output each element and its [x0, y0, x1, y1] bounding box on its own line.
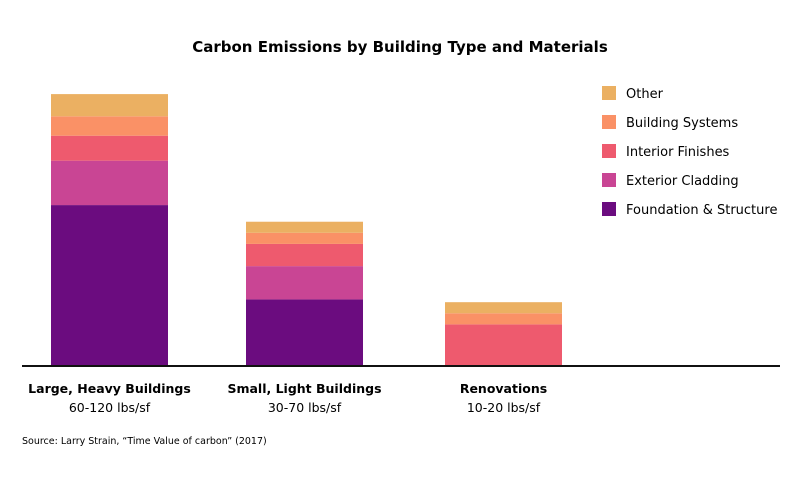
category-sublabel: 60-120 lbs/sf	[69, 400, 151, 415]
category-label: Renovations	[460, 381, 547, 396]
legend-label: Interior Finishes	[626, 145, 730, 160]
chart-title: Carbon Emissions by Building Type and Ma…	[192, 38, 608, 56]
bar-segment-1-4	[246, 221, 363, 233]
category-label: Small, Light Buildings	[227, 381, 381, 396]
bar-segment-0-1	[51, 160, 168, 206]
legend-label: Foundation & Structure	[626, 203, 777, 218]
bar-segment-0-0	[51, 205, 168, 366]
bar-segment-1-3	[246, 232, 363, 244]
legend-swatch	[602, 173, 616, 187]
source-note: Source: Larry Strain, “Time Value of car…	[22, 436, 267, 447]
bar-segment-1-2	[246, 243, 363, 267]
legend: Other Building Systems Interior Finishes Ex…	[602, 86, 777, 218]
bar-segment-2-4	[445, 302, 562, 314]
legend-label: Exterior Cladding	[626, 174, 739, 189]
legend-swatch	[602, 86, 616, 100]
legend-swatch	[602, 202, 616, 216]
bar-segment-2-3	[445, 313, 562, 325]
legend-swatch	[602, 144, 616, 158]
legend-label: Other	[626, 87, 664, 102]
bar-segment-1-0	[246, 299, 363, 366]
category-sublabel: 10-20 lbs/sf	[467, 400, 541, 415]
category-label: Large, Heavy Buildings	[28, 381, 191, 396]
bar-segment-0-4	[51, 94, 168, 117]
category-labels-group: Large, Heavy Buildings 60-120 lbs/sf Small…	[28, 381, 547, 415]
bars-group	[51, 94, 562, 366]
bar-segment-0-3	[51, 116, 168, 136]
bar-segment-2-2	[445, 324, 562, 366]
bar-segment-1-1	[246, 266, 363, 300]
category-sublabel: 30-70 lbs/sf	[268, 400, 342, 415]
legend-label: Building Systems	[626, 116, 738, 131]
bar-segment-0-2	[51, 135, 168, 161]
legend-swatch	[602, 115, 616, 129]
